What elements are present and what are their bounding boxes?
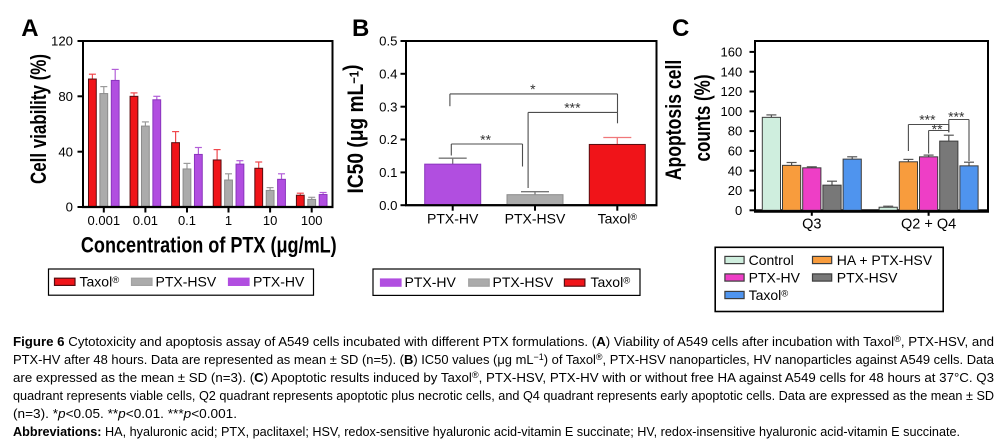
svg-text:100: 100 bbox=[301, 213, 323, 228]
svg-text:PTX-HSV: PTX-HSV bbox=[493, 274, 554, 290]
svg-text:***: *** bbox=[564, 100, 581, 116]
svg-text:PTX-HV: PTX-HV bbox=[253, 274, 305, 290]
svg-text:0.001: 0.001 bbox=[88, 213, 121, 228]
svg-text:0.3: 0.3 bbox=[379, 99, 397, 114]
svg-text:Control: Control bbox=[749, 252, 794, 268]
svg-text:Taxol®: Taxol® bbox=[598, 211, 638, 227]
svg-text:140: 140 bbox=[720, 64, 742, 79]
svg-text:PTX-HV: PTX-HV bbox=[749, 269, 801, 285]
svg-text:0.4: 0.4 bbox=[379, 67, 397, 82]
svg-text:80: 80 bbox=[728, 124, 742, 139]
svg-text:Apoptosis cell: Apoptosis cell bbox=[661, 60, 686, 181]
svg-text:160: 160 bbox=[720, 45, 742, 60]
svg-text:Q2 + Q4: Q2 + Q4 bbox=[901, 217, 956, 233]
svg-text:0.01: 0.01 bbox=[133, 213, 158, 228]
svg-text:**: ** bbox=[480, 132, 491, 148]
svg-text:A: A bbox=[21, 15, 38, 42]
svg-text:80: 80 bbox=[58, 89, 73, 104]
svg-text:*: * bbox=[530, 81, 536, 97]
svg-text:**: ** bbox=[932, 121, 943, 137]
svg-text:40: 40 bbox=[728, 163, 742, 178]
svg-text:PTX-HV: PTX-HV bbox=[427, 211, 479, 227]
svg-text:20: 20 bbox=[728, 183, 742, 198]
svg-text:10: 10 bbox=[263, 213, 277, 228]
svg-text:***: *** bbox=[919, 112, 936, 128]
svg-text:Q3: Q3 bbox=[802, 217, 821, 233]
svg-text:IC50 (μg mL−1): IC50 (μg mL−1) bbox=[339, 65, 369, 194]
svg-text:Taxol®: Taxol® bbox=[749, 287, 789, 303]
svg-text:B: B bbox=[352, 15, 369, 42]
svg-text:0: 0 bbox=[735, 203, 742, 218]
svg-text:60: 60 bbox=[728, 144, 742, 159]
svg-text:0: 0 bbox=[66, 200, 73, 215]
svg-text:HA + PTX-HSV: HA + PTX-HSV bbox=[837, 252, 933, 268]
svg-text:Concentration of PTX (μg/mL): Concentration of PTX (μg/mL) bbox=[81, 232, 337, 257]
svg-text:100: 100 bbox=[720, 104, 742, 119]
svg-text:0.2: 0.2 bbox=[379, 132, 397, 147]
svg-text:***: *** bbox=[948, 108, 965, 124]
svg-text:counts (%): counts (%) bbox=[690, 75, 715, 162]
svg-text:PTX-HV: PTX-HV bbox=[405, 274, 457, 290]
svg-text:PTX-HSV: PTX-HSV bbox=[156, 274, 217, 290]
svg-text:0.1: 0.1 bbox=[178, 213, 196, 228]
svg-text:Cell viability (%): Cell viability (%) bbox=[26, 54, 51, 184]
svg-text:Taxol®: Taxol® bbox=[80, 274, 120, 290]
svg-text:PTX-HSV: PTX-HSV bbox=[505, 211, 566, 227]
svg-text:Taxol®: Taxol® bbox=[591, 274, 631, 290]
svg-text:0.0: 0.0 bbox=[379, 198, 397, 213]
svg-text:PTX-HSV: PTX-HSV bbox=[837, 269, 898, 285]
svg-text:120: 120 bbox=[51, 34, 73, 49]
svg-text:0.1: 0.1 bbox=[379, 165, 397, 180]
svg-text:C: C bbox=[672, 15, 689, 42]
svg-text:120: 120 bbox=[720, 84, 742, 99]
svg-text:1: 1 bbox=[225, 213, 232, 228]
svg-text:0.5: 0.5 bbox=[379, 34, 397, 49]
svg-text:40: 40 bbox=[58, 144, 73, 159]
